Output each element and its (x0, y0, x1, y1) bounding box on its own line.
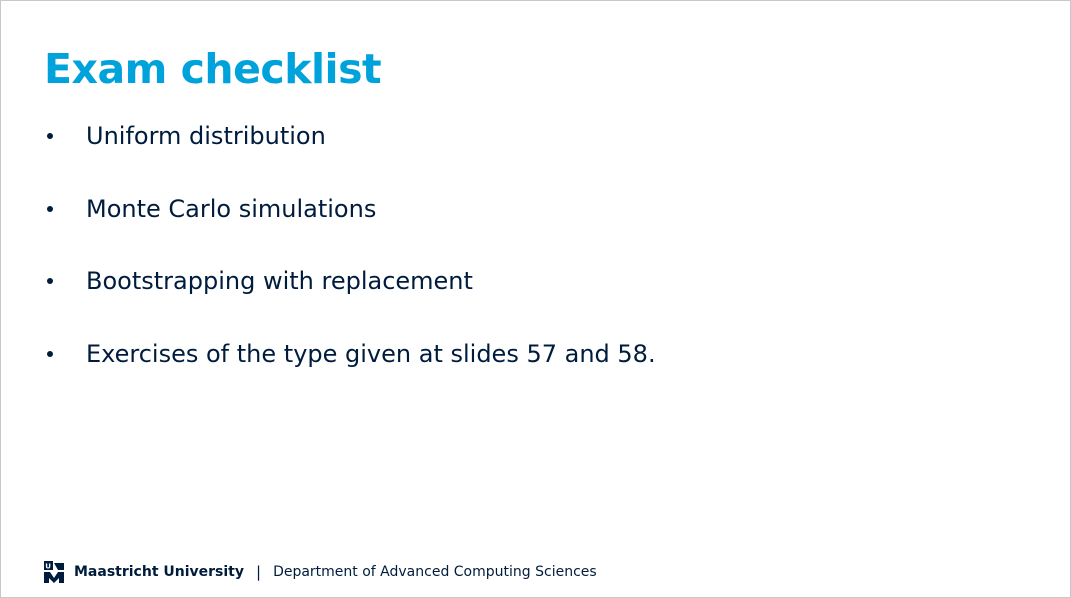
bullet-text: Bootstrapping with replacement (86, 267, 473, 295)
slide-footer: U Maastricht University | Department of … (44, 559, 597, 585)
slide-title: Exam checklist (44, 45, 382, 93)
university-name: Maastricht University (74, 564, 244, 580)
bullet-dot-icon (47, 205, 53, 212)
bullet-text: Uniform distribution (86, 122, 326, 150)
bullet-text: Exercises of the type given at slides 57… (86, 339, 656, 368)
bullet-dot-icon (47, 350, 53, 357)
department-name: Department of Advanced Computing Science… (273, 564, 597, 580)
bullet-dot-icon (47, 133, 53, 139)
footer-separator: | (256, 563, 262, 581)
bullet-text: Monte Carlo simulations (86, 194, 377, 223)
svg-text:U: U (45, 563, 51, 571)
bullet-dot-icon (47, 278, 53, 284)
maastricht-university-logo-icon: U (44, 561, 64, 583)
